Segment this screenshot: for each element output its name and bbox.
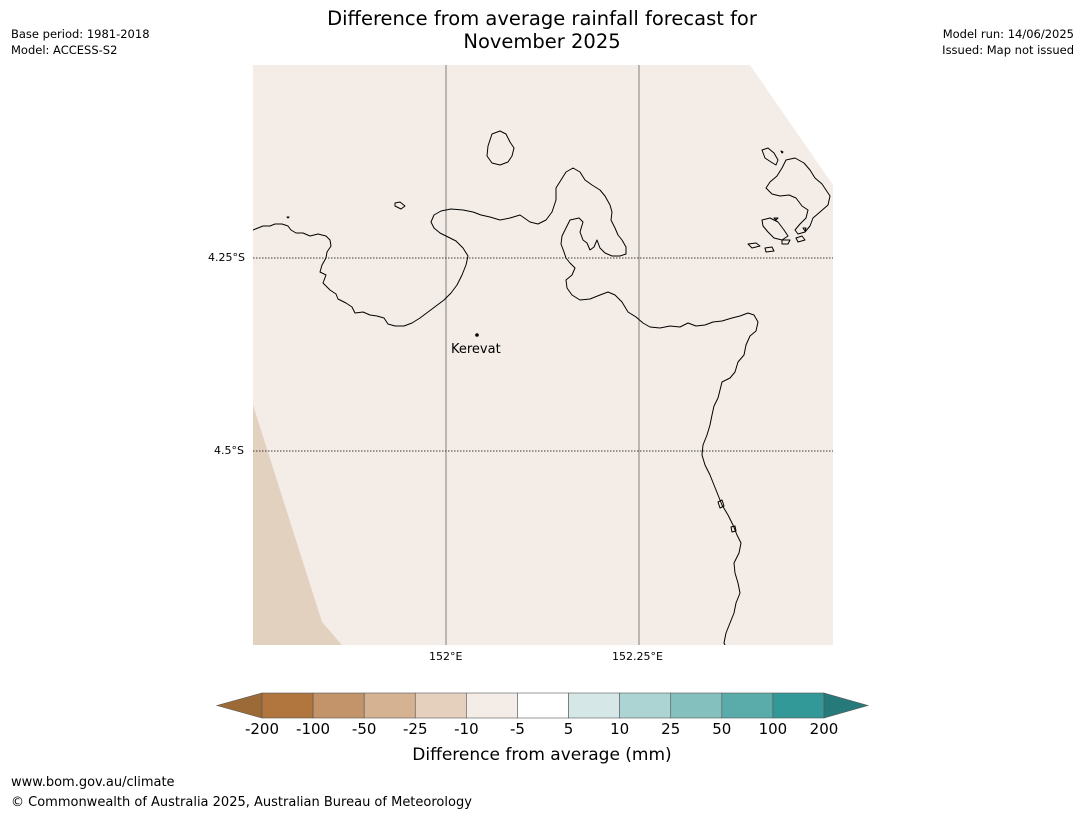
colorbar-tick-label: 50: [712, 720, 732, 738]
base-period: Base period: 1981-2018: [11, 27, 150, 41]
colorbar-tick-label: 10: [610, 720, 630, 738]
colorbar-segment: [414, 692, 467, 719]
lat-label-4-5: 4.5°S: [214, 444, 244, 457]
model-name: Model: ACCESS-S2: [11, 43, 118, 57]
colorbar-tick-label: -25: [403, 720, 428, 738]
title-line-2: November 2025: [463, 30, 621, 53]
islet-east-coast-1: [717, 499, 725, 509]
footer-copyright: © Commonwealth of Australia 2025, Austra…: [11, 795, 472, 810]
colorbar-tick-label: -100: [296, 720, 331, 738]
map-title: Difference from average rainfall forecas…: [242, 7, 842, 53]
islet-east-coast-2: [730, 525, 737, 533]
meta-left: Base period: 1981-2018 Model: ACCESS-S2: [11, 26, 150, 58]
colorbar-tick-label: -200: [244, 720, 280, 738]
colorbar-segment: [363, 692, 416, 719]
title-line-1: Difference from average rainfall forecas…: [327, 7, 757, 30]
kerevat-marker: [475, 333, 479, 337]
colorbar-tick-label: 100: [758, 720, 788, 738]
colorbar-arrow-low: [215, 692, 263, 719]
island-top: [486, 130, 515, 166]
colorbar-segment: [619, 692, 672, 719]
coastline-main: [253, 167, 759, 645]
islet-small-2: [286, 216, 290, 219]
colorbar-segment: [517, 692, 569, 719]
colorbar-segment: [568, 692, 620, 719]
lon-label-152-25: 152.25°E: [612, 650, 663, 663]
colorbar-tick-label: 25: [661, 720, 681, 738]
footer-url[interactable]: www.bom.gov.au/climate: [11, 775, 175, 790]
model-run: Model run: 14/06/2025: [942, 27, 1074, 41]
colorbar-segment: [670, 692, 723, 719]
colorbar-tick-label: -50: [351, 720, 377, 738]
islet-small-1: [394, 201, 406, 210]
colorbar-segment: [312, 692, 365, 719]
forecast-area-dry: [253, 405, 342, 645]
place-label-kerevat: Kerevat: [451, 342, 501, 357]
colorbar-label: Difference from average (mm): [412, 745, 672, 765]
lon-label-152: 152°E: [429, 650, 463, 663]
islands-northeast: [747, 147, 831, 253]
issued-status: Issued: Map not issued: [942, 43, 1074, 57]
colorbar-tick-label: 5: [563, 720, 574, 738]
colorbar-tick-label: 200: [809, 720, 839, 738]
colorbar-segment: [721, 692, 774, 719]
lat-label-4-25: 4.25°S: [208, 251, 245, 264]
forecast-area-main: [253, 65, 833, 645]
colorbar-segment: [261, 692, 314, 719]
colorbar-tick-label: -5: [509, 720, 525, 738]
colorbar-tick-label: -10: [454, 720, 479, 738]
colorbar-arrow-high: [823, 692, 870, 719]
meta-right: Model run: 14/06/2025 Issued: Map not is…: [942, 26, 1074, 58]
colorbar-segment: [772, 692, 825, 719]
colorbar-segment: [466, 692, 518, 719]
